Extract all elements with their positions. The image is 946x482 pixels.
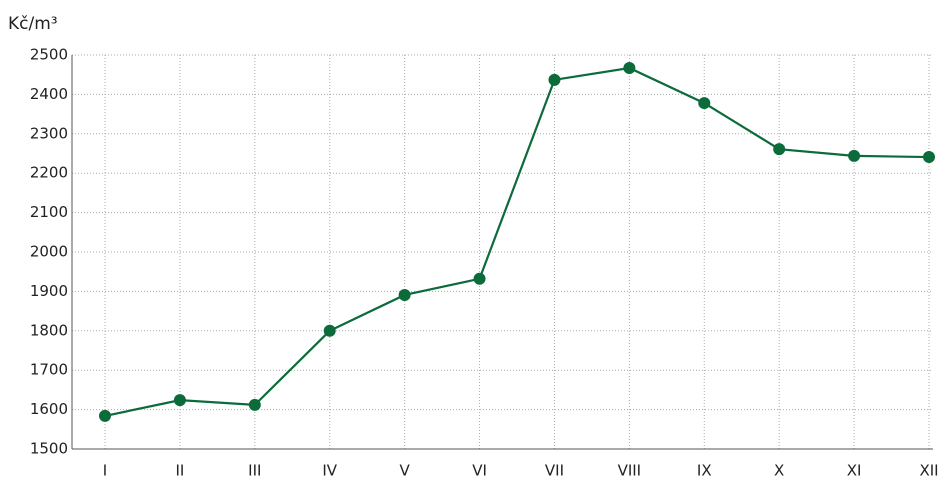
x-tick-label: IX: [697, 462, 712, 480]
point: [848, 149, 861, 162]
x-tick-label: IV: [322, 462, 337, 480]
point: [248, 398, 261, 411]
y-tick-label: 2300: [30, 124, 68, 142]
point: [173, 394, 186, 407]
y-tick-label: 1800: [30, 321, 68, 339]
point: [923, 151, 935, 164]
y-tick-label: 2500: [30, 46, 68, 64]
x-tick-label: VI: [472, 462, 487, 480]
y-tick-label: 1600: [30, 400, 68, 418]
point: [99, 409, 111, 422]
x-tick-label: II: [175, 462, 184, 480]
point: [548, 73, 561, 86]
y-tick-label: 2400: [30, 85, 68, 103]
x-tick-label: V: [400, 462, 411, 480]
x-tick-label: XII: [919, 462, 938, 480]
point: [698, 97, 711, 110]
point: [773, 143, 786, 156]
x-tick-label: III: [248, 462, 261, 480]
x-tick-label: VIII: [618, 462, 642, 480]
x-tick-label: XI: [847, 462, 862, 480]
x-tick-label: VII: [545, 462, 564, 480]
x-tick-label: I: [103, 462, 107, 480]
y-tick-label: 2100: [30, 203, 68, 221]
y-axis-label: Kč/m³: [8, 14, 58, 34]
y-tick-label: 1900: [30, 282, 68, 300]
point: [323, 324, 336, 337]
point: [398, 288, 411, 301]
point: [623, 62, 636, 75]
x-tick-label: X: [774, 462, 784, 480]
y-tick-label: 1500: [30, 440, 68, 458]
y-tick-label: 1700: [30, 361, 68, 379]
y-tick-label: 2000: [30, 243, 68, 261]
y-tick-label: 2200: [30, 164, 68, 182]
point: [473, 272, 486, 285]
line: [104, 66, 930, 417]
